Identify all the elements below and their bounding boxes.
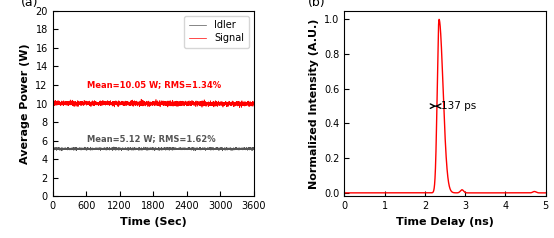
Idler xyxy=(232,147,238,150)
Idler xyxy=(250,147,257,150)
Signal xyxy=(250,102,257,105)
Line: Signal: Signal xyxy=(53,99,254,108)
Signal xyxy=(105,100,112,103)
Legend: Idler, Signal: Idler, Signal xyxy=(184,15,249,48)
Signal xyxy=(93,102,99,105)
Signal xyxy=(175,101,181,104)
Line: Idler: Idler xyxy=(53,147,254,151)
Signal xyxy=(138,98,145,101)
Idler xyxy=(250,148,257,150)
X-axis label: Time Delay (ns): Time Delay (ns) xyxy=(396,217,494,227)
Idler xyxy=(49,148,56,150)
Text: (b): (b) xyxy=(308,0,326,9)
Signal xyxy=(236,106,243,109)
Signal xyxy=(232,101,238,104)
X-axis label: Time (Sec): Time (Sec) xyxy=(120,217,187,227)
Idler xyxy=(105,148,112,151)
Text: Mean=10.05 W; RMS=1.34%: Mean=10.05 W; RMS=1.34% xyxy=(88,80,222,89)
Text: (a): (a) xyxy=(20,0,38,9)
Idler xyxy=(111,145,117,148)
Y-axis label: Average Power (W): Average Power (W) xyxy=(20,43,30,164)
Idler xyxy=(175,147,181,150)
Y-axis label: Normalized Intensity (A.U.): Normalized Intensity (A.U.) xyxy=(309,18,319,189)
Idler xyxy=(171,147,178,150)
Idler xyxy=(93,146,99,149)
Signal xyxy=(250,101,257,104)
Idler xyxy=(219,149,225,152)
Signal xyxy=(171,103,178,105)
Signal xyxy=(49,100,56,103)
Text: Mean=5.12 W; RMS=1.62%: Mean=5.12 W; RMS=1.62% xyxy=(88,134,216,143)
Text: 137 ps: 137 ps xyxy=(441,101,476,111)
